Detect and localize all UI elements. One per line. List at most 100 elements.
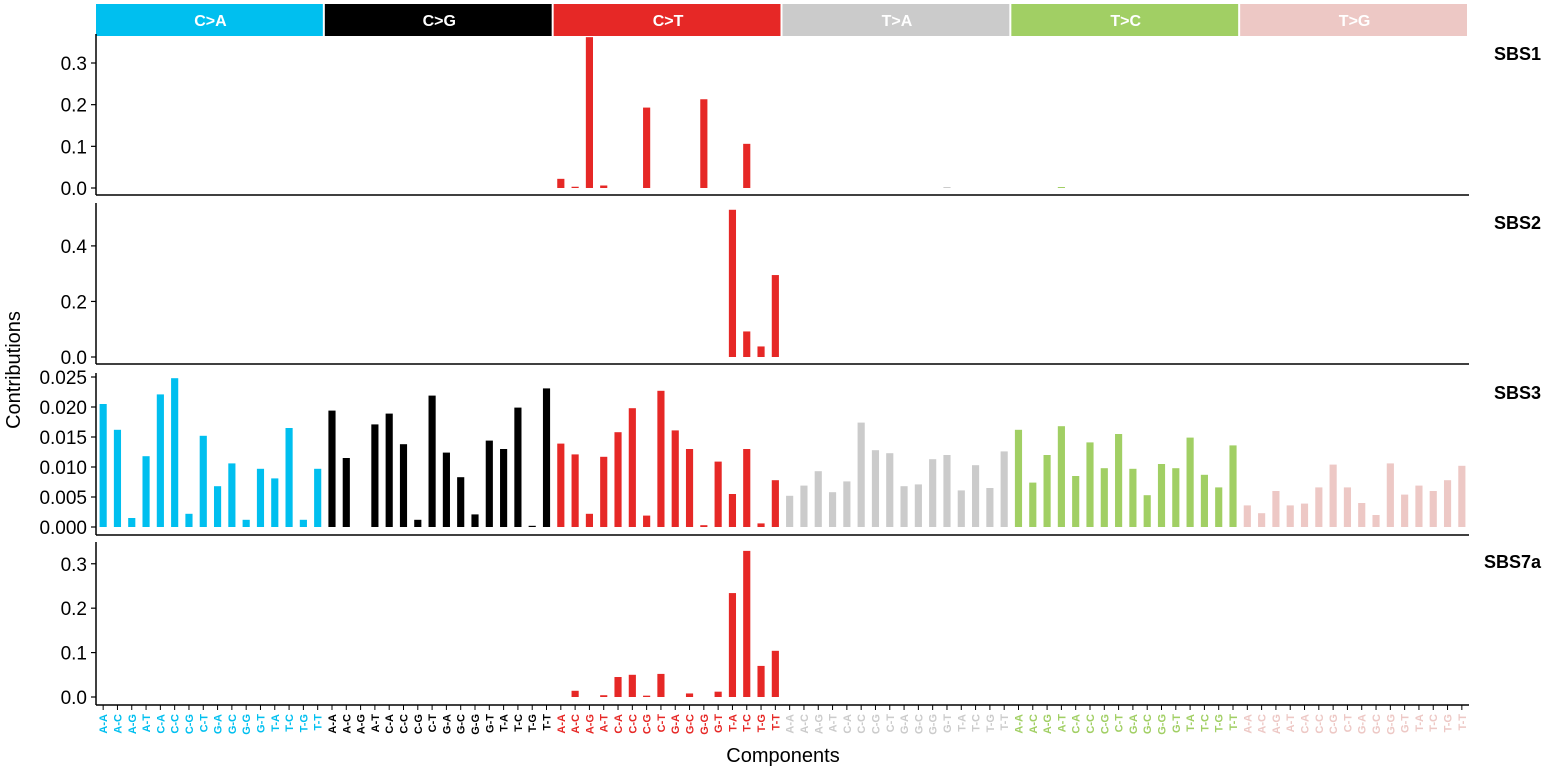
bar-SBS7a-44 <box>728 593 737 697</box>
x-tick-label: C-G <box>1328 714 1340 734</box>
bar-SBS3-85 <box>1315 487 1323 527</box>
x-tick-label: A-A <box>1242 714 1254 734</box>
x-tick-label: G-C <box>1142 714 1154 734</box>
bar-SBS3-89 <box>1372 515 1380 527</box>
bar-SBS3-2 <box>128 518 136 527</box>
x-tick-label: G-C <box>913 714 925 734</box>
bar-SBS3-9 <box>228 463 236 527</box>
x-tick-label: G-C <box>1371 714 1383 734</box>
x-tick-label: C-C <box>1085 714 1097 734</box>
x-tick-label: C-T <box>1342 714 1354 733</box>
x-tick-label: C-A <box>384 714 396 734</box>
x-tick-label: T-A <box>1414 714 1426 732</box>
bar-SBS3-88 <box>1358 503 1366 527</box>
x-axis-label: Components <box>726 745 839 767</box>
bar-SBS3-69 <box>1086 442 1094 527</box>
bar-SBS3-40 <box>671 430 679 527</box>
x-tick-label: A-G <box>127 714 139 734</box>
bar-SBS3-68 <box>1072 476 1080 527</box>
x-tick-label: C-G <box>1099 714 1111 734</box>
group-box-2 <box>553 4 781 36</box>
bar-SBS7a-36 <box>614 677 622 697</box>
bar-SBS3-59 <box>943 455 951 527</box>
bar-SBS3-13 <box>285 428 293 527</box>
bar-SBS3-16 <box>328 410 336 527</box>
bar-SBS3-10 <box>242 519 250 527</box>
bar-SBS3-32 <box>557 443 565 527</box>
x-tick-label: G-T <box>942 714 954 733</box>
bar-SBS3-75 <box>1172 468 1180 527</box>
bar-SBS3-80 <box>1243 505 1251 527</box>
bar-SBS2-46 <box>757 346 765 357</box>
bar-SBS3-66 <box>1043 455 1051 527</box>
panel-label-SBS7a: SBS7a <box>1484 552 1542 572</box>
group-label-2: C>T <box>653 13 684 30</box>
bar-SBS3-29 <box>514 407 522 527</box>
x-tick-label: G-C <box>685 714 697 734</box>
x-tick-label: C-C <box>398 714 410 734</box>
bar-SBS3-0 <box>99 404 107 527</box>
bar-SBS3-4 <box>156 394 164 527</box>
y-tick-label: 0.0 <box>61 179 87 200</box>
y-tick-label: 0.3 <box>61 555 87 576</box>
group-box-5 <box>1240 4 1467 36</box>
bar-SBS1-33 <box>571 186 579 188</box>
x-tick-label: G-A <box>441 714 453 734</box>
x-tick-label: C-T <box>427 714 439 733</box>
bar-SBS3-50 <box>814 471 822 527</box>
x-tick-label: T-G <box>527 714 539 732</box>
group-box-0 <box>96 4 323 36</box>
bar-SBS3-76 <box>1186 437 1194 527</box>
x-tick-label: G-A <box>1357 714 1369 734</box>
group-label-3: T>A <box>882 13 913 30</box>
x-tick-label: A-C <box>1028 714 1040 734</box>
x-tick-label: C-C <box>856 714 868 734</box>
y-tick-label: 0.2 <box>61 96 87 117</box>
bar-SBS3-49 <box>800 485 808 527</box>
x-tick-label: A-T <box>370 714 382 733</box>
bar-SBS3-26 <box>471 514 479 527</box>
x-tick-label: C-C <box>627 714 639 734</box>
bar-SBS3-1 <box>113 429 122 527</box>
bar-SBS3-33 <box>571 454 579 527</box>
bar-SBS3-61 <box>972 465 980 527</box>
x-tick-label: A-C <box>1257 714 1269 734</box>
x-tick-label: A-A <box>556 714 568 734</box>
x-tick-label: G-G <box>699 714 711 735</box>
mutation-type-strip: C>A C>G C>T T>A T>C T>G <box>96 4 1467 36</box>
panel-SBS1: 0.0 0.1 0.2 0.3 SBS1 <box>61 34 1541 200</box>
bar-SBS3-11 <box>256 468 265 527</box>
panel-SBS3: 0.000 0.005 0.010 0.015 0.020 0.025 SBS3 <box>39 368 1541 539</box>
bar-SBS3-64 <box>1014 429 1023 527</box>
bar-SBS3-94 <box>1443 480 1452 527</box>
bar-SBS3-20 <box>385 413 393 527</box>
bar-SBS3-22 <box>414 519 422 527</box>
x-tick-label: A-T <box>141 714 153 733</box>
x-tick-label: T-G <box>756 714 768 732</box>
bar-SBS3-81 <box>1258 513 1266 527</box>
x-tick-label: T-A <box>499 714 511 732</box>
bar-SBS3-14 <box>299 519 307 527</box>
bar-SBS3-57 <box>914 484 922 527</box>
bar-SBS3-37 <box>628 408 636 527</box>
x-tick-label: A-A <box>1013 714 1025 734</box>
x-tick-label: C-A <box>1071 714 1083 734</box>
bar-SBS3-42 <box>700 525 708 527</box>
bar-SBS7a-37 <box>628 674 636 697</box>
x-tick-label: G-G <box>470 714 482 735</box>
bar-SBS3-43 <box>714 461 722 527</box>
bar-SBS3-65 <box>1029 482 1037 527</box>
x-tick-label: C-T <box>656 714 668 733</box>
bar-SBS3-73 <box>1143 495 1151 527</box>
x-tick-label: T-T <box>770 714 782 731</box>
bar-SBS3-48 <box>786 495 794 527</box>
group-label-0: C>A <box>194 13 227 30</box>
x-tick-label: C-A <box>613 714 625 734</box>
x-tick-label: G-A <box>670 714 682 734</box>
y-tick-label: 0.1 <box>61 644 87 665</box>
bar-SBS1-67 <box>1057 187 1065 188</box>
x-tick-label: T-G <box>985 714 997 732</box>
bar-SBS3-74 <box>1157 464 1166 527</box>
bar-SBS3-72 <box>1129 468 1137 527</box>
y-tick-label: 0.2 <box>61 599 87 620</box>
